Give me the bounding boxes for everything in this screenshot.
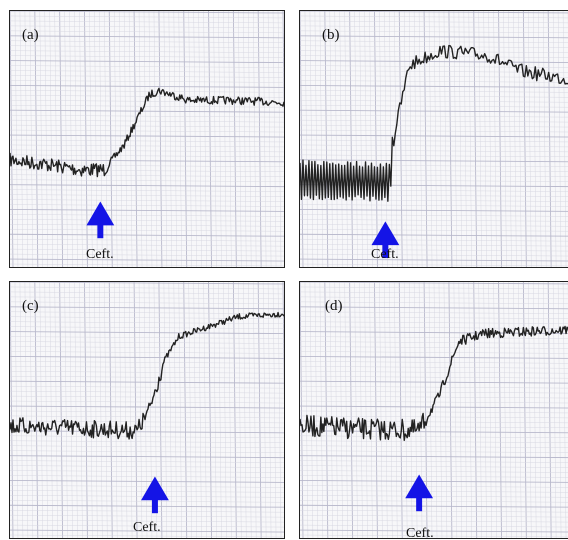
panel-c: (c) Ceft. xyxy=(9,281,285,539)
grid-lines xyxy=(10,11,284,267)
panel-b: (b) Ceft. xyxy=(299,10,568,268)
recording-trace xyxy=(10,311,284,440)
panel-c-recording xyxy=(10,282,284,538)
panel-a-label: (a) xyxy=(22,27,39,43)
panel-b-label: (b) xyxy=(322,27,340,43)
panel-a: (a) Ceft. xyxy=(9,10,285,268)
recording-trace xyxy=(10,87,284,178)
grid-lines xyxy=(300,11,568,267)
panel-b-recording xyxy=(300,11,568,267)
panel-d-recording xyxy=(300,282,568,538)
panel-d: (d) Ceft. xyxy=(299,281,568,539)
panel-a-ceft-label: Ceft. xyxy=(86,247,114,262)
up-arrow-icon xyxy=(141,476,169,514)
panel-b-ceft-label: Ceft. xyxy=(371,247,399,262)
up-arrow-icon xyxy=(86,201,115,239)
up-arrow-icon xyxy=(405,474,434,512)
grid-lines xyxy=(300,282,568,538)
recording-trace xyxy=(300,44,568,202)
panel-c-ceft-label: Ceft. xyxy=(133,520,161,535)
up-arrow-icon xyxy=(371,221,400,259)
panel-a-recording xyxy=(10,11,284,267)
recording-trace xyxy=(300,325,568,442)
panel-c-label: (c) xyxy=(22,298,39,314)
panel-d-label: (d) xyxy=(325,298,343,314)
panel-d-ceft-label: Ceft. xyxy=(406,526,434,539)
